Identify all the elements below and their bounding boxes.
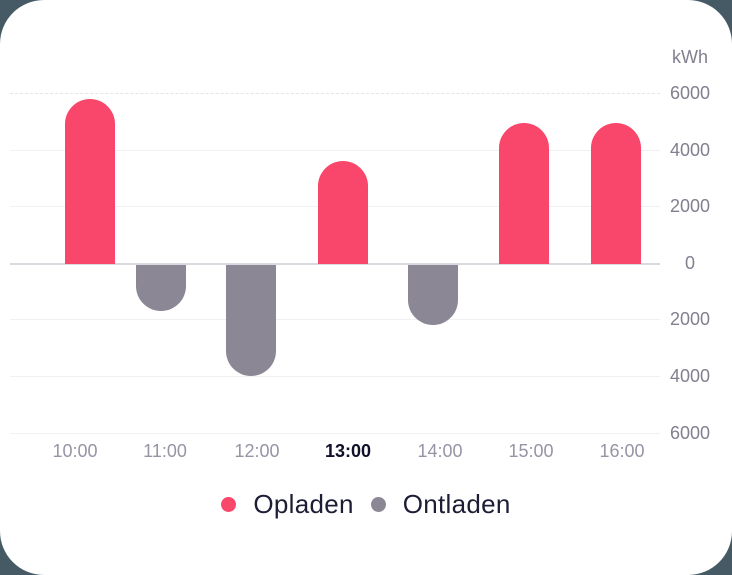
y-axis: kWh 6000 4000 2000 0 2000 4000 6000 bbox=[662, 0, 718, 575]
bar-16:00-opladen[interactable] bbox=[591, 122, 641, 264]
y-axis-tick-label: 6000 bbox=[669, 422, 711, 443]
bar-11:00-ontladen[interactable] bbox=[136, 264, 186, 311]
bar-13:00-opladen[interactable] bbox=[318, 160, 368, 264]
gridline--4000 bbox=[10, 375, 660, 377]
bar-15:00-opladen[interactable] bbox=[499, 122, 549, 264]
y-axis-unit-label: kWh bbox=[672, 47, 708, 67]
x-axis-label-13:00[interactable]: 13:00 bbox=[324, 441, 372, 461]
y-axis-tick-label: 6000 bbox=[669, 83, 711, 103]
bar-chart: 10:00 11:00 12:00 13:00 14:00 15:00 16:00 bbox=[10, 0, 660, 575]
opladen-dot-icon bbox=[221, 497, 237, 512]
x-axis-label-11:00[interactable]: 11:00 bbox=[143, 441, 187, 461]
gridline--6000 bbox=[10, 432, 660, 434]
x-axis-label-16:00[interactable]: 16:00 bbox=[599, 441, 645, 461]
x-axis-label-10:00[interactable]: 10:00 bbox=[52, 441, 98, 461]
legend-item-ontladen[interactable]: Ontladen bbox=[370, 489, 511, 520]
gridline-4000 bbox=[10, 149, 660, 151]
legend-item-opladen[interactable]: Opladen bbox=[221, 489, 353, 520]
legend-label-ontladen: Ontladen bbox=[402, 489, 511, 519]
ontladen-dot-icon bbox=[370, 497, 386, 512]
y-axis-tick-label: 2000 bbox=[669, 309, 711, 330]
x-axis-label-15:00[interactable]: 15:00 bbox=[508, 441, 554, 461]
gridline-6000 bbox=[10, 93, 660, 94]
gridline--2000 bbox=[10, 319, 660, 321]
bar-12:00-ontladen[interactable] bbox=[226, 264, 276, 376]
y-axis-tick-label: 0 bbox=[684, 252, 695, 273]
gridline-0 bbox=[10, 262, 660, 265]
legend: Opladen Ontladen bbox=[0, 489, 732, 520]
y-axis-tick-label: 4000 bbox=[669, 365, 711, 386]
y-axis-tick-label: 2000 bbox=[669, 196, 711, 217]
x-axis-label-14:00[interactable]: 14:00 bbox=[417, 441, 463, 461]
y-axis-tick-label: 4000 bbox=[669, 139, 711, 160]
x-axis-label-12:00[interactable]: 12:00 bbox=[234, 441, 280, 461]
bar-10:00-opladen[interactable] bbox=[65, 98, 115, 264]
bar-14:00-ontladen[interactable] bbox=[408, 264, 458, 325]
legend-label-opladen: Opladen bbox=[253, 489, 354, 519]
